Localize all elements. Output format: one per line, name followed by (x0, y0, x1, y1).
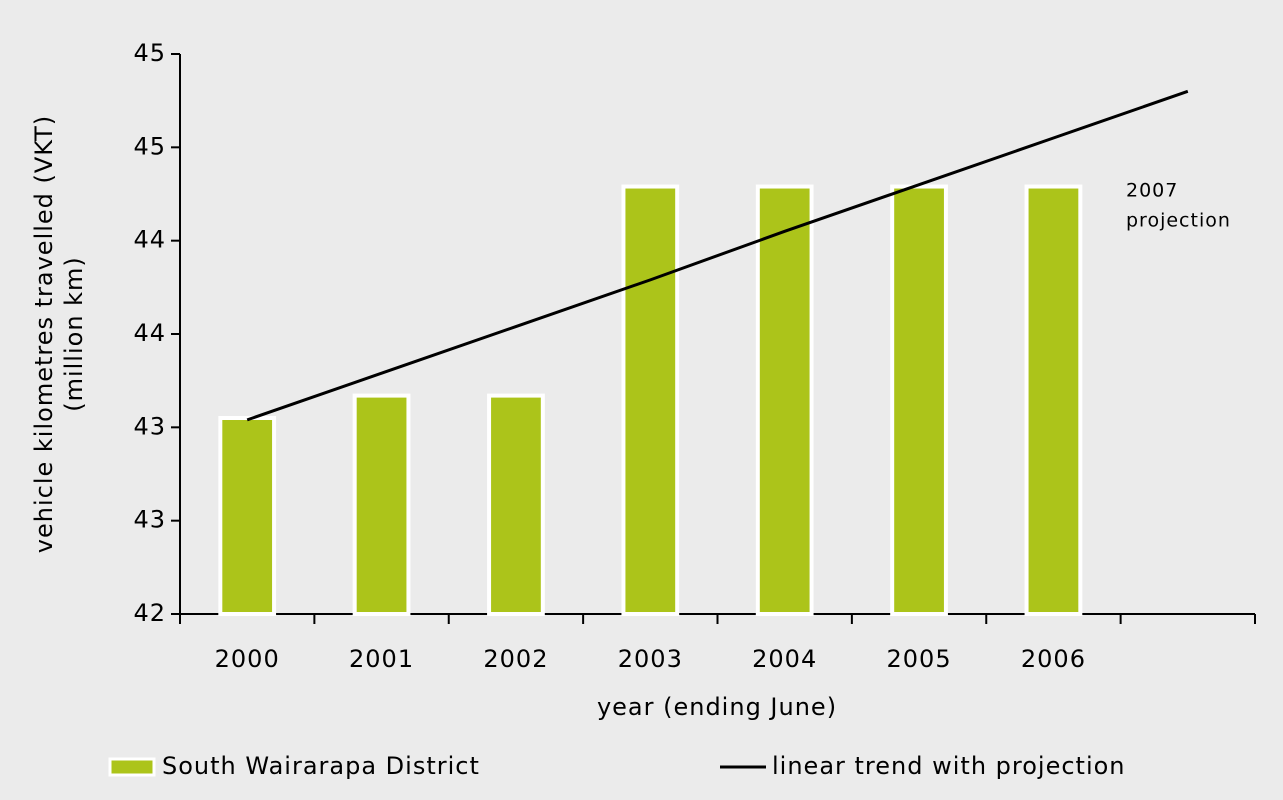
x-tick-label: 2002 (483, 645, 548, 673)
x-axis-title: year (ending June) (597, 693, 837, 721)
bar (352, 393, 411, 616)
legend-swatch (108, 757, 156, 777)
x-tick-label: 2001 (349, 645, 414, 673)
x-tick-label: 2000 (215, 645, 280, 673)
y-tick-label: 45 (133, 39, 166, 67)
y-axis-title-line: vehicle kilometres travelled (VKT) (30, 115, 58, 553)
y-axis-title-line: (million km) (60, 256, 88, 412)
x-tick-label: 2005 (887, 645, 952, 673)
y-tick-label: 43 (133, 412, 166, 440)
annotation: projection (1126, 210, 1231, 232)
bar (1024, 184, 1083, 617)
x-tick-label: 2006 (1021, 645, 1086, 673)
legend-label: South Wairarapa District (162, 752, 480, 780)
bar (621, 184, 680, 617)
y-axis-title: vehicle kilometres travelled (VKT) (mill… (30, 115, 88, 553)
x-tick-label: 2004 (752, 645, 817, 673)
y-tick-label: 44 (133, 226, 166, 254)
y-tick-label: 44 (133, 319, 166, 347)
legend-label: linear trend with projection (772, 752, 1126, 780)
y-tick-label: 43 (133, 506, 166, 534)
bar (890, 184, 948, 617)
bar (755, 184, 814, 617)
y-tick-label: 42 (133, 599, 166, 627)
x-tick-label: 2003 (618, 645, 683, 673)
y-tick-label: 45 (133, 132, 166, 160)
bar (218, 416, 277, 616)
trend-line (246, 89, 1189, 422)
annotation: 2007 (1126, 180, 1178, 202)
bar (487, 393, 545, 616)
